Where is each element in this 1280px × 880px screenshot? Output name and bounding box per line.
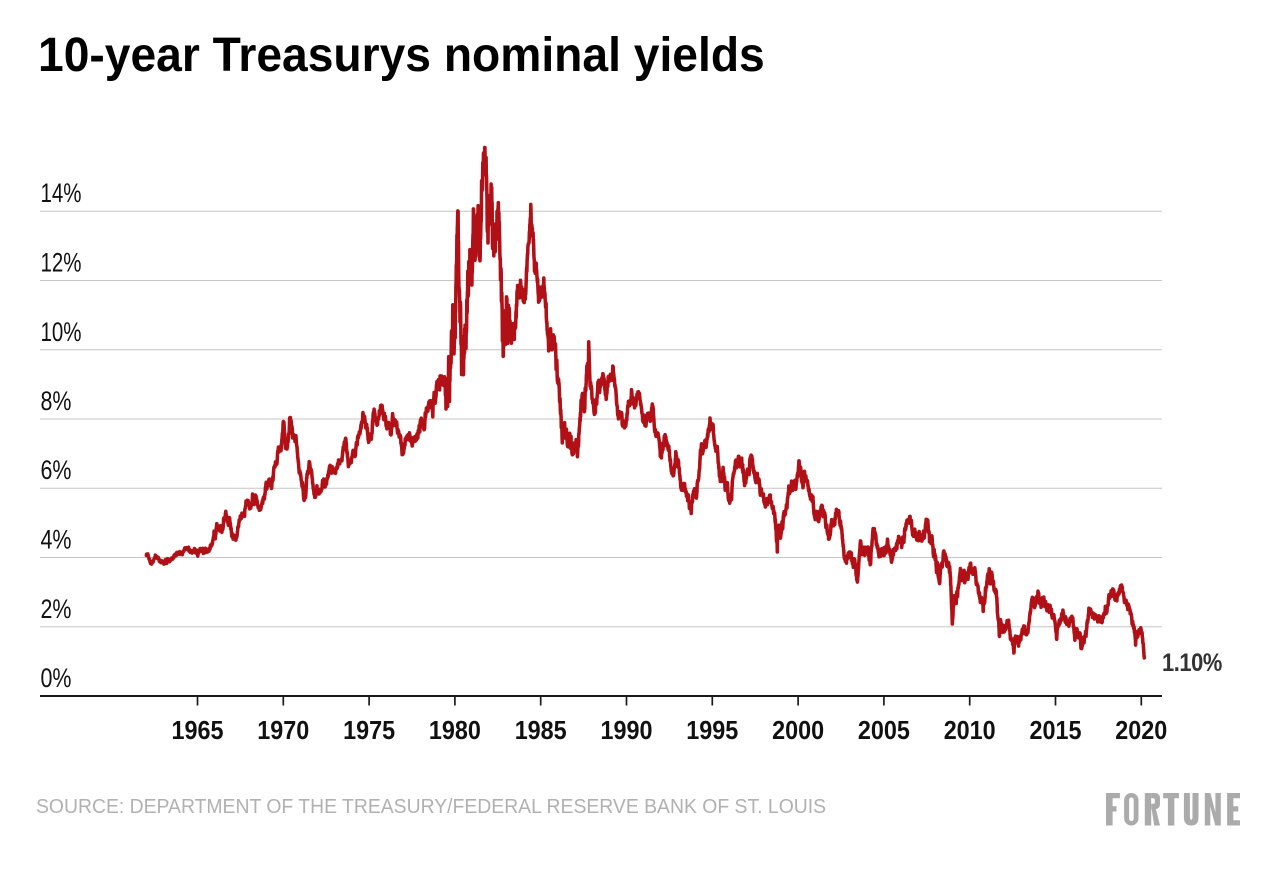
svg-text:1965: 1965 — [172, 717, 224, 745]
svg-text:1985: 1985 — [515, 717, 567, 745]
svg-text:1980: 1980 — [429, 717, 481, 745]
svg-text:1975: 1975 — [343, 717, 395, 745]
svg-text:10%: 10% — [41, 317, 82, 347]
svg-text:1995: 1995 — [686, 717, 738, 745]
svg-text:0%: 0% — [41, 663, 72, 693]
svg-text:4%: 4% — [41, 525, 72, 555]
svg-text:2005: 2005 — [858, 717, 910, 745]
svg-text:6%: 6% — [41, 455, 72, 485]
svg-text:2010: 2010 — [944, 717, 996, 745]
svg-text:14%: 14% — [41, 178, 82, 208]
svg-text:1990: 1990 — [601, 717, 653, 745]
svg-text:2020: 2020 — [1115, 717, 1167, 745]
svg-text:1970: 1970 — [257, 717, 309, 745]
svg-text:12%: 12% — [41, 248, 82, 278]
svg-text:2000: 2000 — [772, 717, 824, 745]
svg-text:8%: 8% — [41, 386, 72, 416]
svg-text:2015: 2015 — [1030, 717, 1082, 745]
svg-text:2%: 2% — [41, 594, 72, 624]
